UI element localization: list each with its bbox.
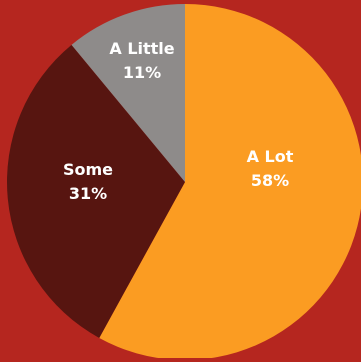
pie-slice-some: [6, 44, 186, 338]
slice-value-label: 11%: [123, 63, 161, 82]
pie-slice-a-little: [71, 4, 185, 182]
pie-slices: [6, 4, 361, 360]
slice-label: A Little: [109, 39, 174, 58]
pie-slice-a-lot: [99, 4, 361, 360]
slice-value-label: 31%: [69, 184, 107, 203]
slice-label: A Lot: [247, 147, 294, 166]
slice-label: Some: [63, 160, 113, 179]
slice-value-label: 58%: [251, 171, 289, 190]
pie-labels: A Lot 58% Some 31% A Little 11%: [63, 39, 294, 203]
